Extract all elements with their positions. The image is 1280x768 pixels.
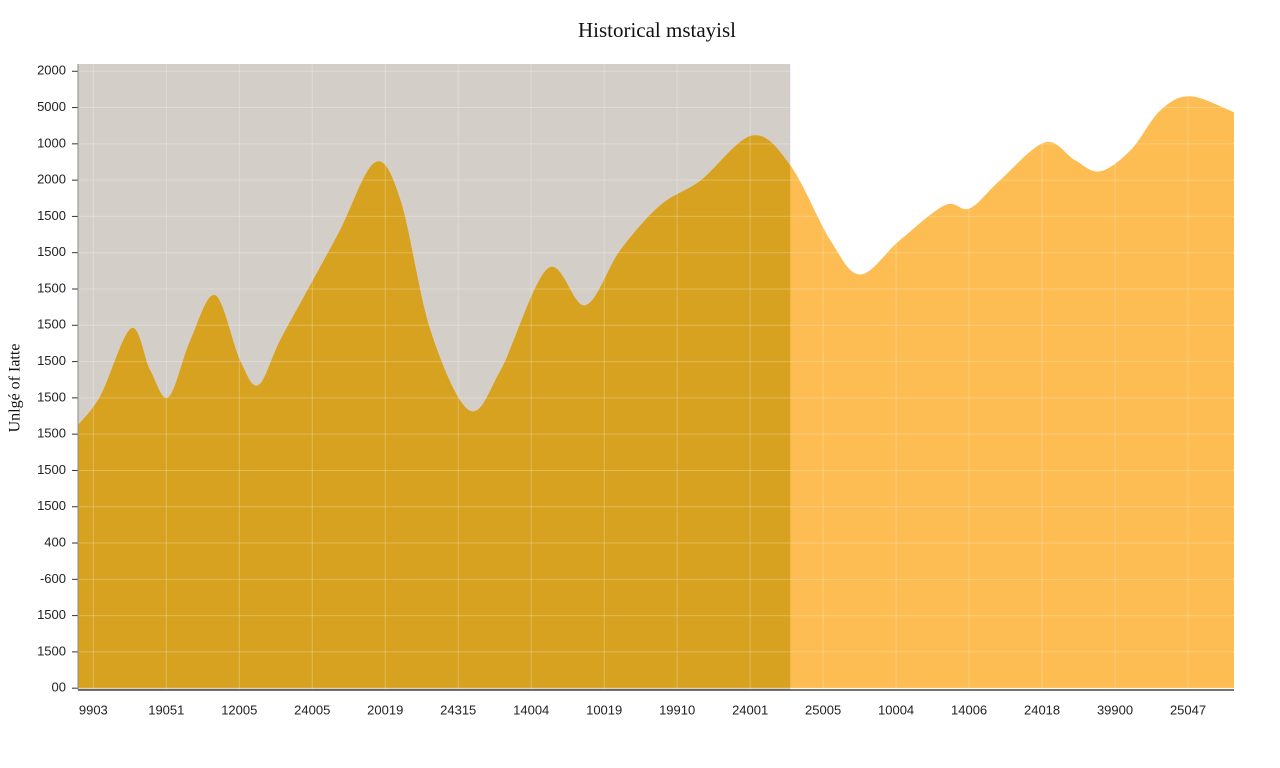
y-tick-label: 00 — [52, 680, 66, 695]
area-highlighted — [78, 135, 791, 689]
x-tick-label: 19051 — [148, 702, 184, 717]
x-tick-label: 20019 — [367, 702, 403, 717]
y-tick-label: -600 — [40, 571, 66, 586]
x-tick-label: 12005 — [221, 702, 257, 717]
y-tick-label: 1500 — [37, 462, 66, 477]
x-tick-label: 19910 — [659, 702, 695, 717]
y-tick-label: 1500 — [37, 317, 66, 332]
x-tick-label: 14006 — [951, 702, 987, 717]
x-tick-label: 10019 — [586, 702, 622, 717]
y-axis-title: Unlgé of Iatte — [7, 344, 24, 433]
x-tick-label: 39900 — [1097, 702, 1133, 717]
x-tick-label: 24005 — [294, 702, 330, 717]
y-tick-label: 1500 — [37, 353, 66, 368]
y-tick-label: 1500 — [37, 426, 66, 441]
y-tick-label: 5000 — [37, 99, 66, 114]
y-tick-label: 1500 — [37, 607, 66, 622]
y-tick-label: 1500 — [37, 280, 66, 295]
y-tick-label: 1500 — [37, 498, 66, 513]
x-tick-label: 25005 — [805, 702, 841, 717]
y-tick-label: 1500 — [37, 244, 66, 259]
x-tick-label: 24315 — [440, 702, 476, 717]
x-tick-label: 9903 — [79, 702, 108, 717]
y-tick-label: 1000 — [37, 135, 66, 150]
x-tick-label: 14004 — [513, 702, 549, 717]
y-tick-label: 1500 — [37, 208, 66, 223]
y-tick-label: 1500 — [37, 643, 66, 658]
chart-title: Historical mstayisl — [578, 18, 736, 42]
y-tick-label: 2000 — [37, 63, 66, 78]
x-tick-label: 24001 — [732, 702, 768, 717]
x-tick-label: 24018 — [1024, 702, 1060, 717]
y-tick-label: 400 — [44, 534, 66, 549]
y-tick-label: 1500 — [37, 389, 66, 404]
x-tick-label: 10004 — [878, 702, 914, 717]
y-tick-label: 2000 — [37, 172, 66, 187]
x-tick-label: 25047 — [1170, 702, 1206, 717]
